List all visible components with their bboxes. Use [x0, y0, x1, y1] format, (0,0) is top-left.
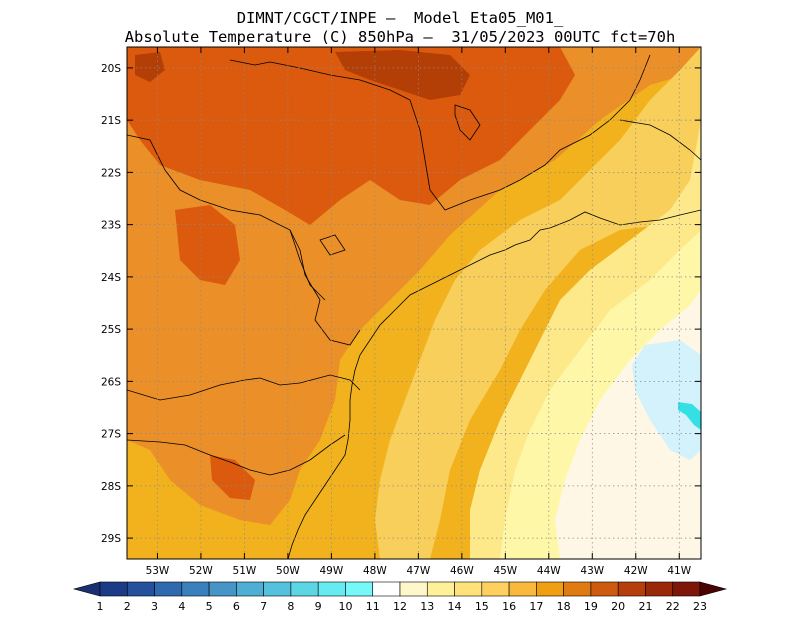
colorbar-swatch [154, 581, 183, 597]
band-10-spot [678, 402, 701, 430]
map-title-line1: DIMNT/CGCT/INPE – Model Eta05_M01_ [236, 9, 564, 27]
colorbar-label: 18 [557, 600, 571, 613]
band-18-south [210, 455, 255, 500]
band-11 [632, 340, 701, 460]
colorbar-swatch [290, 581, 319, 597]
lon-tick-label: 52W [189, 565, 213, 577]
colorbar-label: 21 [638, 600, 652, 613]
colorbar-label: 17 [529, 600, 543, 613]
colorbar-label: 23 [693, 600, 707, 613]
colorbar-swatch [617, 581, 646, 597]
state-border-pr-sc [127, 374, 361, 401]
lat-tick-label: 20S [101, 63, 121, 75]
state-border-sc-rs [127, 434, 346, 476]
colorbar-swatch [508, 581, 537, 597]
colorbar-swatch [590, 581, 619, 597]
lon-tick-label: 43W [580, 565, 604, 577]
colorbar-swatch [317, 581, 346, 597]
lake-outline-1 [454, 104, 481, 141]
colorbar-swatch [372, 581, 401, 597]
colorbar-label: 1 [97, 600, 104, 613]
colorbar-swatch [345, 581, 374, 597]
lon-tick-label: 50W [276, 565, 300, 577]
lon-tick-label: 41W [667, 565, 691, 577]
colorbar-label: 10 [338, 600, 352, 613]
lon-tick-label: 45W [493, 565, 517, 577]
band-15 [375, 47, 701, 559]
colorbar-label: 12 [393, 600, 407, 613]
lat-tick-label: 24S [101, 272, 121, 284]
lon-tick-label: 46W [450, 565, 474, 577]
colorbar-swatch [426, 581, 455, 597]
lat-tick-label: 28S [101, 481, 121, 493]
state-border-sp-mg [229, 54, 651, 211]
lat-tick-label: 22S [101, 167, 121, 179]
colorbar-high-arrow [699, 581, 728, 597]
axis-ticks: 53W 52W 51W 50W 49W 48W 47W 46W 45W 44W 43W 42W 41W 2… [101, 47, 701, 577]
colorbar-swatch [672, 581, 701, 597]
lon-tick-label: 44W [537, 565, 561, 577]
lon-tick-label: 51W [233, 565, 257, 577]
colorbar-swatch [454, 581, 483, 597]
colorbar-label: 4 [178, 600, 185, 613]
colorbar: 1 2 3 4 5 6 7 8 9 10 11 12 13 14 15 16 17 18 19 20 21 22 23 [72, 581, 728, 613]
colorbar-label: 19 [584, 600, 598, 613]
colorbar-swatch [536, 581, 564, 597]
colorbar-swatch [563, 581, 592, 597]
colorbar-swatch [99, 581, 128, 597]
colorbar-label: 3 [151, 600, 158, 613]
colorbar-label: 11 [366, 600, 380, 613]
lat-tick-label: 23S [101, 220, 121, 232]
lake-outline-2 [319, 234, 346, 256]
map-title-line2: Absolute Temperature (C) 850hPa – 31/05/… [124, 28, 676, 46]
lat-tick-label: 29S [101, 533, 121, 545]
colorbar-swatch [645, 581, 674, 597]
lon-tick-label: 47W [406, 565, 430, 577]
colorbar-label: 14 [448, 600, 462, 613]
colorbar-label: 15 [475, 600, 489, 613]
colorbar-swatch [481, 581, 510, 597]
colorbar-swatch [181, 581, 210, 597]
graticule [127, 47, 701, 559]
colorbar-swatch [236, 581, 264, 597]
colorbar-label: 2 [124, 600, 131, 613]
colorbar-label: 20 [611, 600, 625, 613]
map-frame [126, 46, 702, 560]
lat-tick-label: 25S [101, 324, 121, 336]
colorbar-label: 6 [233, 600, 240, 613]
colorbar-low-arrow [72, 581, 101, 597]
lat-tick-label: 26S [101, 376, 121, 388]
colorbar-swatch [263, 581, 292, 597]
state-border-mg-es [619, 119, 701, 161]
lon-tick-label: 49W [320, 565, 344, 577]
lon-tick-label: 48W [363, 565, 387, 577]
colorbar-label: 7 [260, 600, 267, 613]
band-18-west [175, 205, 240, 285]
band-18-north [127, 47, 575, 225]
lat-tick-label: 27S [101, 429, 121, 441]
lon-tick-label: 53W [146, 565, 170, 577]
lat-tick-label: 21S [101, 115, 121, 127]
colorbar-swatch [126, 581, 155, 597]
lon-tick-label: 42W [624, 565, 648, 577]
colorbar-label: 8 [287, 600, 294, 613]
colorbar-label: 13 [420, 600, 434, 613]
colorbar-label: 5 [206, 600, 213, 613]
colorbar-swatch [208, 581, 237, 597]
colorbar-label: 16 [502, 600, 516, 613]
colorbar-label: 9 [315, 600, 322, 613]
band-19-core [335, 50, 470, 100]
colorbar-swatch [399, 581, 428, 597]
temperature-field [127, 47, 701, 559]
state-border-sp-pr [289, 229, 326, 301]
colorbar-label: 22 [666, 600, 680, 613]
